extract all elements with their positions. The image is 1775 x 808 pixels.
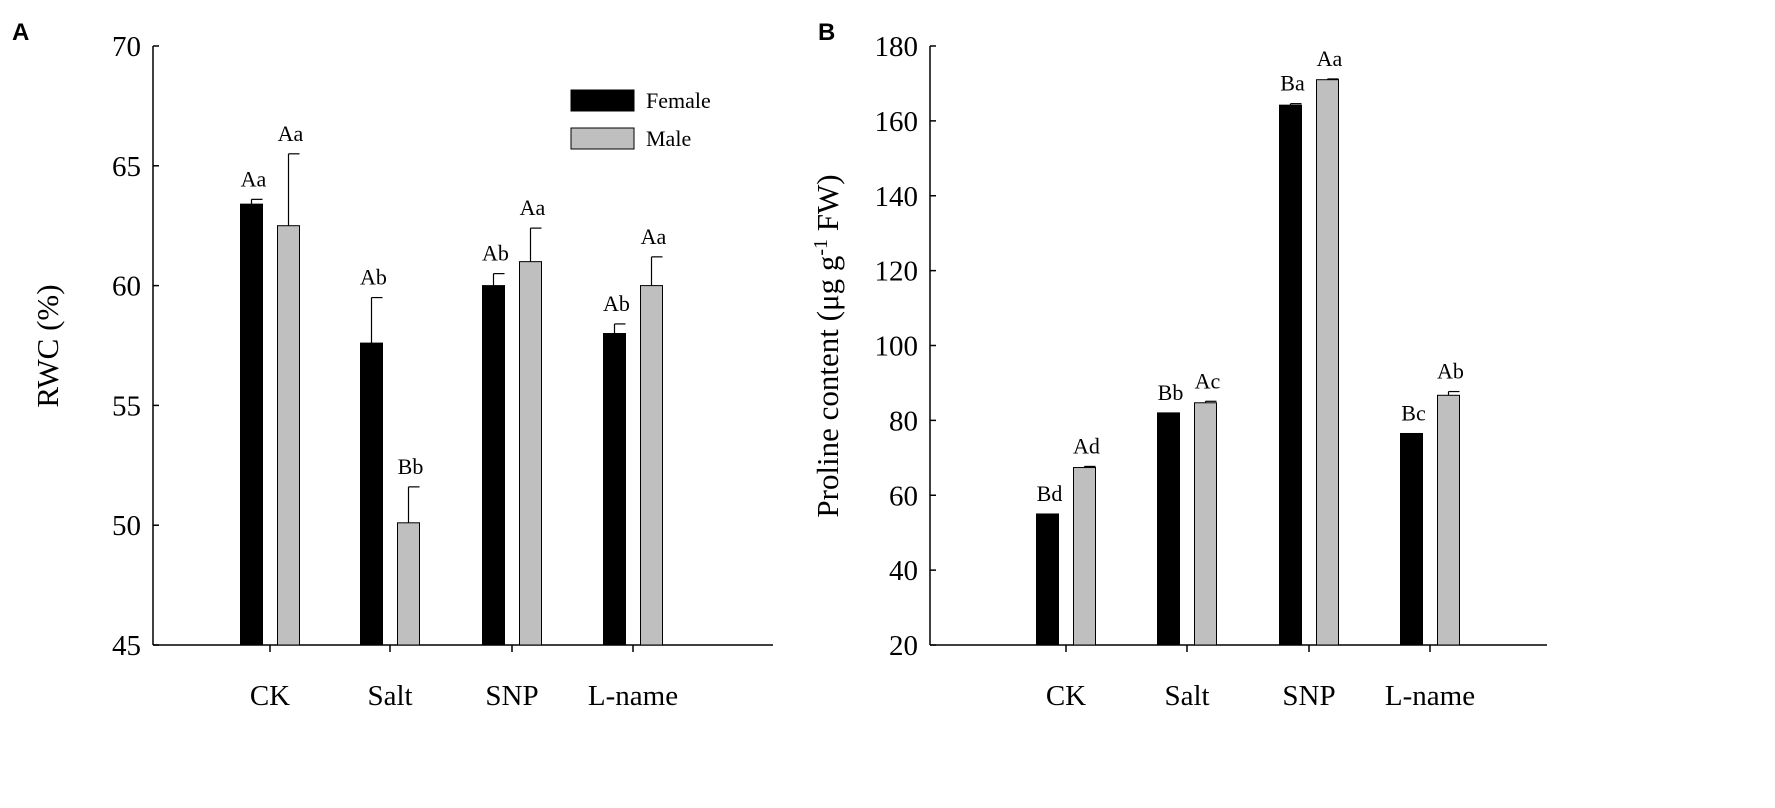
y-axis-label-main: Proline content (μg g xyxy=(810,256,845,518)
panel-label: B xyxy=(818,19,835,46)
x-tick-label: CK xyxy=(250,680,290,712)
legend: Female Male xyxy=(570,88,711,151)
bar-male xyxy=(1316,79,1339,646)
y-tick-label: 180 xyxy=(875,31,919,63)
y-axis-label: Proline content (μg g-1 FW) xyxy=(810,174,845,517)
bar-male xyxy=(519,261,542,646)
y-tick-label: 45 xyxy=(112,630,141,662)
y-tick-label: 70 xyxy=(112,31,141,63)
legend-swatch-male xyxy=(570,127,635,150)
bar-female xyxy=(1036,513,1059,646)
significance-label: Bb xyxy=(1158,380,1184,405)
y-tick-label: 40 xyxy=(889,555,918,587)
y-tick-label: 80 xyxy=(889,405,918,437)
bar-male xyxy=(1073,467,1096,646)
significance-label: Ab xyxy=(1437,359,1464,384)
x-tick-label: Salt xyxy=(367,680,412,712)
legend-label-male: Male xyxy=(646,126,691,151)
y-tick-label: 60 xyxy=(889,480,918,512)
bar-male xyxy=(277,225,300,646)
significance-label: Ad xyxy=(1073,433,1100,458)
bar-female xyxy=(603,333,626,646)
y-tick-label: 120 xyxy=(875,256,919,288)
y-axis-label-superscript: -1 xyxy=(810,239,832,256)
panel-b-proline: B Proline content (μg g-1 FW) 20 40 60 80 10… xyxy=(810,19,1547,712)
significance-label: Aa xyxy=(278,121,304,146)
y-axis-label: RWC (%) xyxy=(30,284,65,407)
y-tick-label: 100 xyxy=(875,331,919,363)
significance-label: Aa xyxy=(1317,46,1343,71)
y-axis-label-tail: FW) xyxy=(810,174,845,239)
significance-label: Bb xyxy=(398,454,424,479)
bar-male xyxy=(397,522,420,646)
panel-label: A xyxy=(12,19,29,46)
significance-label: Ab xyxy=(603,291,630,316)
bar-female xyxy=(482,285,505,646)
y-tick-label: 65 xyxy=(112,151,141,183)
x-tick-label: L-name xyxy=(1385,680,1475,712)
x-tick-label: SNP xyxy=(1282,680,1335,712)
panel-a-rwc: A RWC (%) 45 50 55 60 65 70 CK Salt SNP L-name Aa A… xyxy=(12,19,773,712)
y-tick-label: 60 xyxy=(112,271,141,303)
significance-label: Aa xyxy=(241,166,267,191)
legend-swatch-female xyxy=(570,89,635,112)
significance-label: Ab xyxy=(482,241,509,266)
x-tick-label: SNP xyxy=(485,680,538,712)
bar-female xyxy=(240,203,263,646)
bar-female xyxy=(1157,412,1180,646)
y-tick-label: 140 xyxy=(875,181,919,213)
legend-label-female: Female xyxy=(646,88,711,113)
bar-female xyxy=(360,342,383,646)
y-tick-label: 160 xyxy=(875,106,919,138)
x-tick-label: Salt xyxy=(1164,680,1209,712)
bar-male xyxy=(1437,394,1460,646)
y-tick-label: 50 xyxy=(112,510,141,542)
significance-label: Ab xyxy=(360,265,387,290)
y-tick-label: 55 xyxy=(112,390,141,422)
bar-female xyxy=(1400,432,1423,646)
significance-label: Bc xyxy=(1401,400,1426,425)
y-tick-label: 20 xyxy=(889,630,918,662)
significance-label: Ba xyxy=(1280,71,1305,96)
bar-female xyxy=(1279,104,1302,646)
x-tick-label: L-name xyxy=(588,680,678,712)
significance-label: Aa xyxy=(641,224,667,249)
significance-label: Aa xyxy=(520,195,546,220)
significance-label: Ac xyxy=(1195,368,1221,393)
bar-male xyxy=(1194,402,1217,646)
significance-label: Bd xyxy=(1037,481,1063,506)
bar-male xyxy=(640,285,663,646)
x-tick-label: CK xyxy=(1046,680,1086,712)
